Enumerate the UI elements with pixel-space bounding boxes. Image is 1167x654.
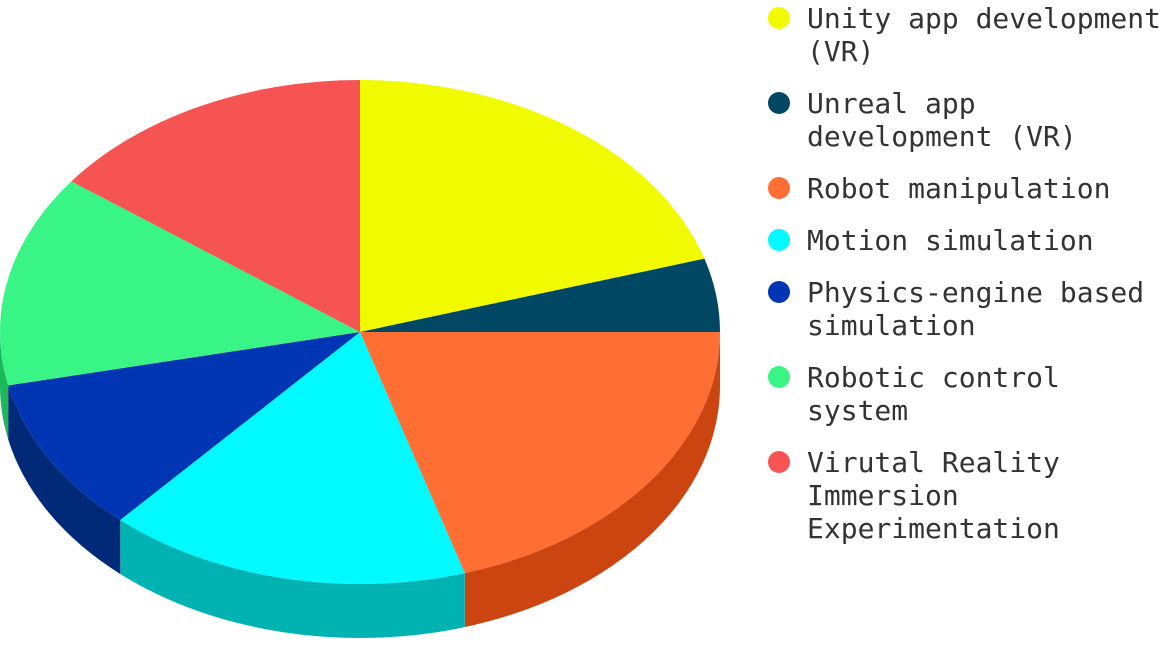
legend-label: Unity app development (VR) xyxy=(807,2,1162,68)
legend-label: Unreal app development (VR) xyxy=(807,87,1077,153)
legend-label: Virutal Reality Immersion Experimentatio… xyxy=(807,446,1060,545)
legend-dot-icon xyxy=(768,177,790,199)
pie-side-physics-engine-based-simulation xyxy=(8,385,121,574)
legend-label: Robot manipulation xyxy=(807,172,1111,205)
legend-item-robotic-control: Robotic control system xyxy=(768,361,1164,427)
legend-label: Physics-engine based simulation xyxy=(807,276,1145,342)
legend-item-unity-vr: Unity app development (VR) xyxy=(768,2,1164,68)
legend: Unity app development (VR) Unreal app de… xyxy=(768,2,1164,564)
pie-side-robot-manipulation xyxy=(464,332,720,628)
pie-slice-motion-simulation xyxy=(120,332,465,584)
legend-item-physics-simulation: Physics-engine based simulation xyxy=(768,276,1164,342)
pie-slice-physics-engine-based-simulation xyxy=(8,332,361,520)
legend-item-motion-simulation: Motion simulation xyxy=(768,224,1164,257)
pie-slice-robot-manipulation xyxy=(360,332,720,574)
legend-dot-icon xyxy=(768,92,790,114)
pie-chart xyxy=(0,80,720,638)
legend-dot-icon xyxy=(768,451,790,473)
pie-slice-unity-app-development-vr xyxy=(360,80,705,332)
pie-side-motion-simulation xyxy=(120,519,465,638)
legend-item-vr-immersion: Virutal Reality Immersion Experimentatio… xyxy=(768,446,1164,545)
pie-sides xyxy=(0,332,720,638)
pie-slice-unreal-app-development-vr xyxy=(360,258,720,332)
pie-slice-robotic-control-system xyxy=(0,181,360,386)
legend-dot-icon xyxy=(768,281,790,303)
legend-dot-icon xyxy=(768,366,790,388)
pie-side-robotic-control-system xyxy=(0,332,9,440)
legend-label: Robotic control system xyxy=(807,361,1060,427)
legend-dot-icon xyxy=(768,229,790,251)
pie-slices xyxy=(0,80,720,584)
legend-item-unreal-vr: Unreal app development (VR) xyxy=(768,87,1164,153)
legend-dot-icon xyxy=(768,7,790,29)
legend-label: Motion simulation xyxy=(807,224,1094,257)
legend-item-robot-manipulation: Robot manipulation xyxy=(768,172,1164,205)
pie-slice-virutal-reality-immersion-experimentation xyxy=(71,80,360,332)
